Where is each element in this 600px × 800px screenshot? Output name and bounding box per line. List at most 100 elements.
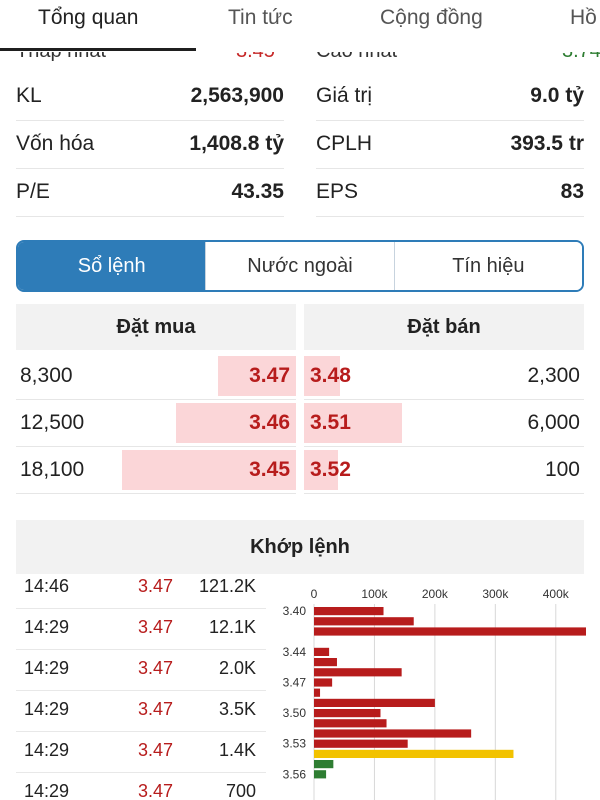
buy-header: Đặt mua xyxy=(16,304,296,350)
volume-bar xyxy=(314,617,414,626)
divider xyxy=(16,168,284,169)
y-tick-label: 3.47 xyxy=(283,676,307,690)
trade-row: 14:29 3.47 12.1K xyxy=(0,609,270,650)
buy-price[interactable]: 3.47 xyxy=(249,364,290,387)
volume-bar xyxy=(314,647,330,656)
sell-volume-bar xyxy=(304,450,338,490)
order-view-segmented-control: Sổ lệnh Nước ngoài Tín hiệu xyxy=(16,240,584,292)
volume-bar xyxy=(314,760,334,769)
buy-quantity: 12,500 xyxy=(20,411,85,434)
buy-volume-bar xyxy=(176,403,296,443)
stat-label-pe: P/E xyxy=(16,180,50,203)
divider xyxy=(16,216,284,217)
trade-volume: 2.0K xyxy=(218,658,256,678)
volume-bar xyxy=(314,668,402,677)
stat-value-pe: 43.35 xyxy=(231,180,284,203)
trade-row: 14:46 3.47 121.2K xyxy=(0,568,270,609)
active-tab-indicator xyxy=(0,48,196,51)
segment-signals[interactable]: Tín hiệu xyxy=(394,242,582,290)
volume-bar xyxy=(314,688,321,697)
buy-quantity: 8,300 xyxy=(20,364,73,387)
segment-order-book[interactable]: Sổ lệnh xyxy=(18,242,207,290)
stat-value-volume: 2,563,900 xyxy=(190,84,284,107)
trade-price: 3.47 xyxy=(138,781,174,800)
divider xyxy=(16,608,266,609)
top-tab-bar: Tổng quan Tin tức Cộng đồng Hồ xyxy=(0,0,600,52)
divider xyxy=(304,493,584,494)
volume-bar xyxy=(314,678,333,687)
divider xyxy=(16,649,266,650)
volume-profile-chart: 0 100k 200k 300k 400k 3.40 3.44 3.47 3.50 3.53 3.5… xyxy=(283,587,586,800)
volume-bar xyxy=(314,749,514,758)
buy-quantity: 18,100 xyxy=(20,458,85,481)
trade-row: 14:29 3.47 1.4K xyxy=(0,732,270,773)
trade-time: 14:46 xyxy=(24,576,70,596)
trade-price: 3.47 xyxy=(138,617,174,637)
trade-volume: 3.5K xyxy=(218,699,256,719)
sell-price[interactable]: 3.48 xyxy=(310,364,351,387)
divider xyxy=(316,216,584,217)
volume-bar xyxy=(314,709,381,718)
sell-volume-bar xyxy=(304,403,402,443)
sell-quantity: 100 xyxy=(544,458,580,481)
y-tick-label: 3.53 xyxy=(283,737,307,751)
high-label: Cao nhất xyxy=(316,52,397,62)
stat-value-market-cap: 1,408.8 tỷ xyxy=(189,132,284,155)
divider xyxy=(304,446,584,447)
x-tick-label: 0 xyxy=(311,587,318,601)
volume-bar xyxy=(314,607,384,616)
stat-label-eps: EPS xyxy=(316,180,359,203)
sell-price[interactable]: 3.52 xyxy=(310,458,351,481)
segment-foreign[interactable]: Nước ngoài xyxy=(206,242,395,290)
y-tick-label: 3.40 xyxy=(283,604,307,618)
trade-time: 14:29 xyxy=(24,699,70,719)
stat-label-market-cap: Vốn hóa xyxy=(16,132,95,155)
tab-profile[interactable]: Hồ xyxy=(570,6,597,29)
trade-volume: 121.2K xyxy=(198,576,256,596)
volume-bar xyxy=(314,739,408,748)
x-tick-label: 100k xyxy=(361,587,388,601)
trade-price: 3.47 xyxy=(138,658,174,678)
tab-news[interactable]: Tin tức xyxy=(228,6,293,29)
x-tick-label: 300k xyxy=(482,587,509,601)
volume-bar xyxy=(314,627,586,636)
buy-price[interactable]: 3.46 xyxy=(249,411,290,434)
divider xyxy=(304,399,584,400)
sell-volume-bar xyxy=(304,356,340,396)
stat-value-shares: 393.5 tr xyxy=(510,132,584,155)
buy-price[interactable]: 3.45 xyxy=(249,458,290,481)
matched-header: Khớp lệnh xyxy=(16,520,584,574)
x-tick-label: 400k xyxy=(543,587,570,601)
trade-row: 14:29 3.47 700 xyxy=(0,773,270,800)
trade-price: 3.47 xyxy=(138,576,174,596)
trade-volume: 700 xyxy=(225,781,256,800)
divider xyxy=(316,168,584,169)
trade-volume: 1.4K xyxy=(218,740,256,760)
stat-value-eps: 83 xyxy=(560,180,584,203)
divider xyxy=(16,493,296,494)
low-label: Thấp nhất xyxy=(16,52,106,62)
x-tick-label: 200k xyxy=(422,587,449,601)
trade-time: 14:29 xyxy=(24,658,70,678)
volume-bar xyxy=(314,658,337,667)
volume-bar xyxy=(314,698,435,707)
stat-label-value: Giá trị xyxy=(316,84,373,107)
y-tick-label: 3.44 xyxy=(283,645,307,659)
tab-overview[interactable]: Tổng quan xyxy=(38,6,139,29)
sell-header: Đặt bán xyxy=(304,304,584,350)
divider xyxy=(16,772,266,773)
y-tick-label: 3.50 xyxy=(283,706,307,720)
high-value: 3.74 xyxy=(562,52,600,62)
trade-time: 14:29 xyxy=(24,617,70,637)
sell-price[interactable]: 3.51 xyxy=(310,411,351,434)
trade-volume: 12.1K xyxy=(208,617,256,637)
trade-row: 14:29 3.47 3.5K xyxy=(0,691,270,732)
tab-community[interactable]: Cộng đồng xyxy=(380,6,483,29)
sell-quantity: 2,300 xyxy=(527,364,580,387)
low-value: 3.45 xyxy=(236,52,275,62)
volume-bar xyxy=(314,729,472,738)
buy-volume-bar xyxy=(218,356,296,396)
volume-bar xyxy=(314,770,327,779)
divider xyxy=(16,446,296,447)
divider xyxy=(16,399,296,400)
